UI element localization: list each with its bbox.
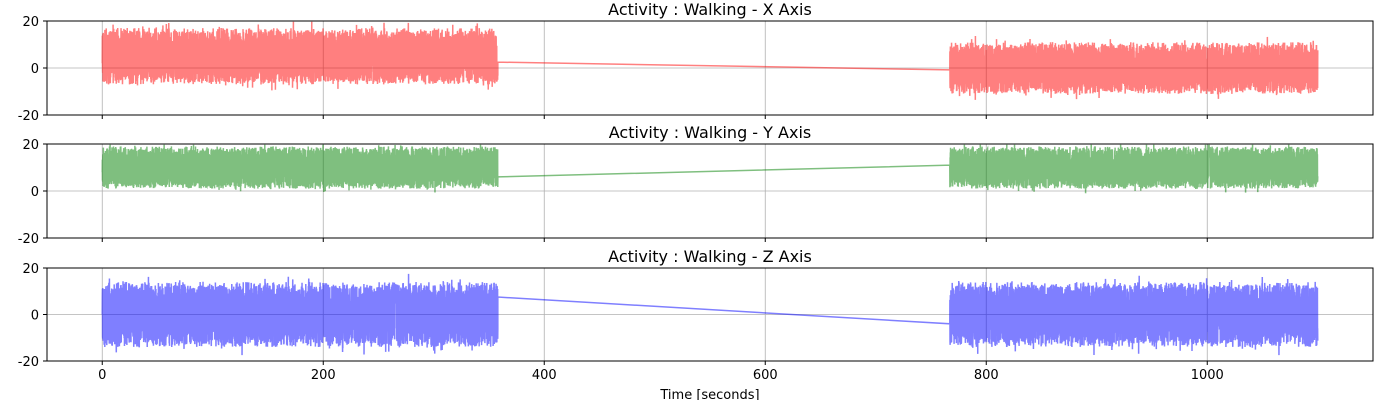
x-tick-label: 1000 [1191, 368, 1224, 383]
signal-line [101, 273, 1319, 356]
y-tick-label: -20 [18, 232, 39, 247]
y-tick-label: 20 [22, 138, 39, 153]
y-tick-label: 20 [22, 262, 39, 277]
signal-line [101, 144, 1319, 194]
y-tick-label: -20 [18, 109, 39, 124]
x-tick-label: 0 [98, 368, 106, 383]
y-tick-label: 0 [31, 185, 39, 200]
subplot-z-axis: Activity : Walking - Z Axis Time [second… [18, 247, 1374, 400]
x-axis-label: Time [seconds] [659, 388, 759, 400]
y-tick-label: 20 [22, 15, 39, 30]
subplot-x-axis: Activity : Walking - X Axis -20 0 20 [18, 0, 1374, 124]
x-tick-label: 400 [532, 368, 557, 383]
subplot-title: Activity : Walking - X Axis [608, 0, 812, 19]
subplot-title: Activity : Walking - Z Axis [608, 247, 812, 266]
subplot-title: Activity : Walking - Y Axis [609, 123, 811, 142]
y-tick-label: 0 [31, 309, 39, 324]
y-tick-label: -20 [18, 355, 39, 370]
x-tick-label: 200 [311, 368, 336, 383]
subplot-y-axis: Activity : Walking - Y Axis -20 0 20 [18, 123, 1374, 247]
y-tick-label: 0 [31, 62, 39, 77]
x-tick-label: 800 [974, 368, 999, 383]
signal-line [101, 21, 1319, 100]
x-tick-label: 600 [753, 368, 778, 383]
